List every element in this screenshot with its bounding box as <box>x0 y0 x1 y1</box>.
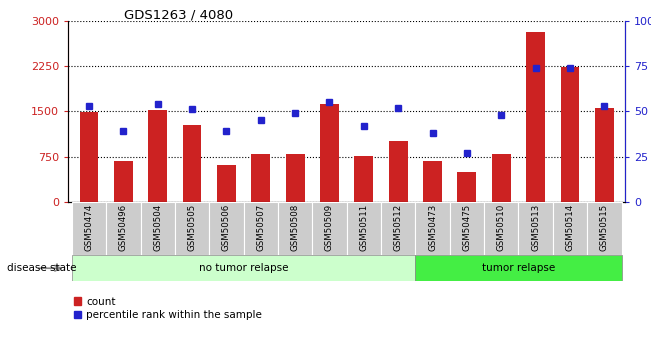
Bar <box>114 161 133 202</box>
Bar <box>72 202 106 255</box>
Bar <box>389 141 408 202</box>
Bar <box>561 67 579 202</box>
Text: GSM50474: GSM50474 <box>85 204 94 251</box>
Bar <box>415 255 622 281</box>
Bar <box>458 172 477 202</box>
Text: GSM50513: GSM50513 <box>531 204 540 251</box>
Text: GSM50504: GSM50504 <box>153 204 162 251</box>
Text: GSM50511: GSM50511 <box>359 204 368 251</box>
Bar <box>243 202 278 255</box>
Text: GSM50507: GSM50507 <box>256 204 265 251</box>
Bar <box>175 202 209 255</box>
Bar <box>148 110 167 202</box>
Text: GSM50509: GSM50509 <box>325 204 334 250</box>
Bar <box>106 202 141 255</box>
Text: GSM50515: GSM50515 <box>600 204 609 251</box>
Bar <box>595 108 614 202</box>
Text: tumor relapse: tumor relapse <box>482 263 555 273</box>
Bar <box>320 104 339 202</box>
Bar <box>354 156 373 202</box>
Bar <box>492 154 511 202</box>
Bar <box>450 202 484 255</box>
Text: GSM50475: GSM50475 <box>462 204 471 251</box>
Bar <box>217 165 236 202</box>
Text: GSM50512: GSM50512 <box>394 204 403 251</box>
Bar <box>286 154 305 202</box>
Bar <box>141 202 175 255</box>
Text: GDS1263 / 4080: GDS1263 / 4080 <box>124 9 233 22</box>
Text: disease state: disease state <box>7 263 76 273</box>
Bar <box>518 202 553 255</box>
Bar <box>587 202 622 255</box>
Bar <box>72 255 415 281</box>
Text: GSM50505: GSM50505 <box>187 204 197 251</box>
Bar <box>423 161 442 202</box>
Bar <box>484 202 518 255</box>
Text: no tumor relapse: no tumor relapse <box>199 263 288 273</box>
Bar <box>553 202 587 255</box>
Bar <box>526 32 545 202</box>
Bar <box>79 112 98 202</box>
Legend: count, percentile rank within the sample: count, percentile rank within the sample <box>74 297 262 320</box>
Text: GSM50514: GSM50514 <box>566 204 574 251</box>
Text: GSM50473: GSM50473 <box>428 204 437 251</box>
Bar <box>381 202 415 255</box>
Text: GSM50510: GSM50510 <box>497 204 506 251</box>
Text: GSM50506: GSM50506 <box>222 204 231 251</box>
Bar <box>415 202 450 255</box>
Bar <box>278 202 312 255</box>
Text: GSM50508: GSM50508 <box>290 204 299 251</box>
Bar <box>182 125 202 202</box>
Text: GSM50496: GSM50496 <box>119 204 128 250</box>
Bar <box>251 154 270 202</box>
Bar <box>312 202 346 255</box>
Bar <box>346 202 381 255</box>
Bar <box>209 202 243 255</box>
